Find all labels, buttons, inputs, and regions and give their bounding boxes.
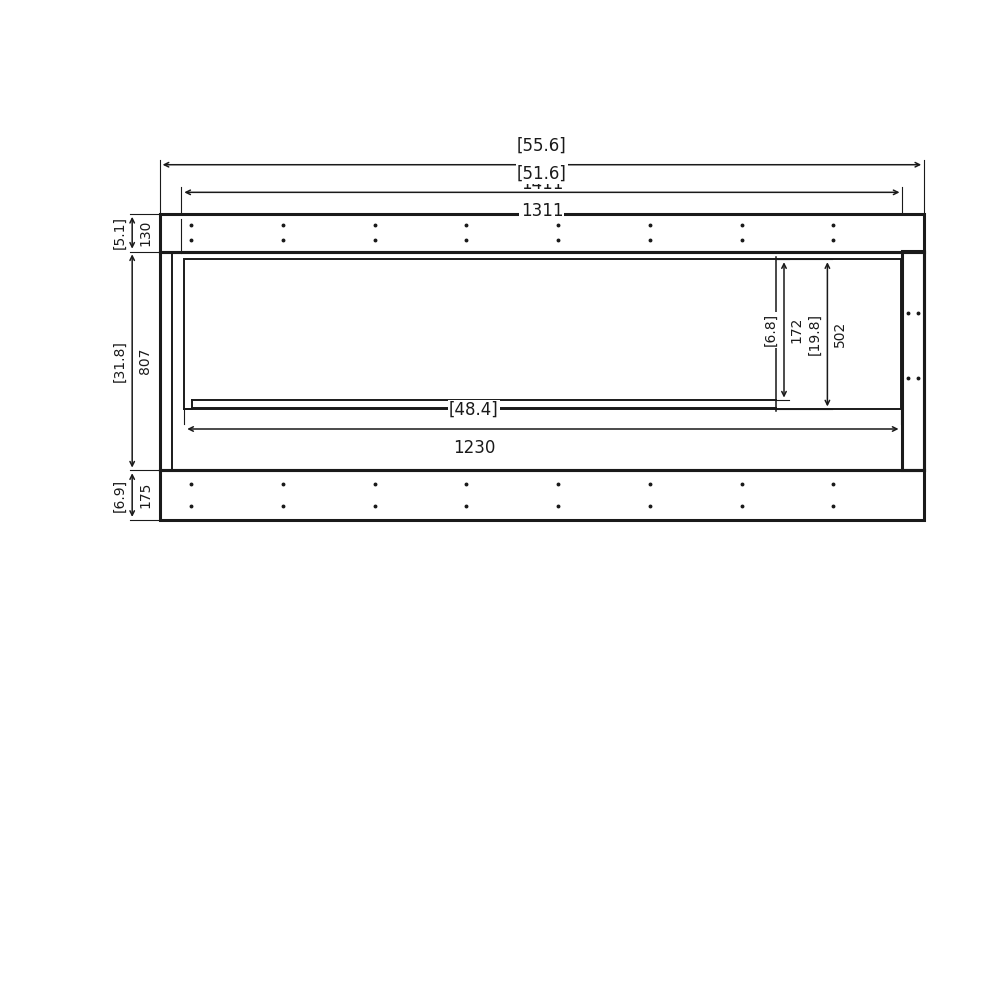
- Text: [31.8]: [31.8]: [112, 340, 126, 382]
- Text: [6.9]: [6.9]: [112, 479, 126, 512]
- Text: [51.6]: [51.6]: [517, 164, 567, 182]
- Text: [5.1]: [5.1]: [112, 216, 126, 249]
- Bar: [160, 214, 924, 251]
- Text: [6.8]: [6.8]: [764, 313, 778, 346]
- Text: 1311: 1311: [521, 202, 563, 220]
- Text: 175: 175: [138, 482, 152, 508]
- Text: [55.6]: [55.6]: [517, 137, 567, 155]
- Text: 130: 130: [138, 220, 152, 246]
- Bar: [902, 251, 924, 470]
- Bar: [160, 470, 924, 520]
- Text: [48.4]: [48.4]: [449, 401, 499, 419]
- Text: 1230: 1230: [453, 439, 495, 457]
- Text: 502: 502: [833, 321, 847, 347]
- Text: [19.8]: [19.8]: [807, 313, 821, 355]
- Text: 1411: 1411: [521, 175, 563, 193]
- Text: 807: 807: [138, 348, 152, 374]
- Text: 172: 172: [790, 317, 804, 343]
- Bar: [184, 259, 901, 409]
